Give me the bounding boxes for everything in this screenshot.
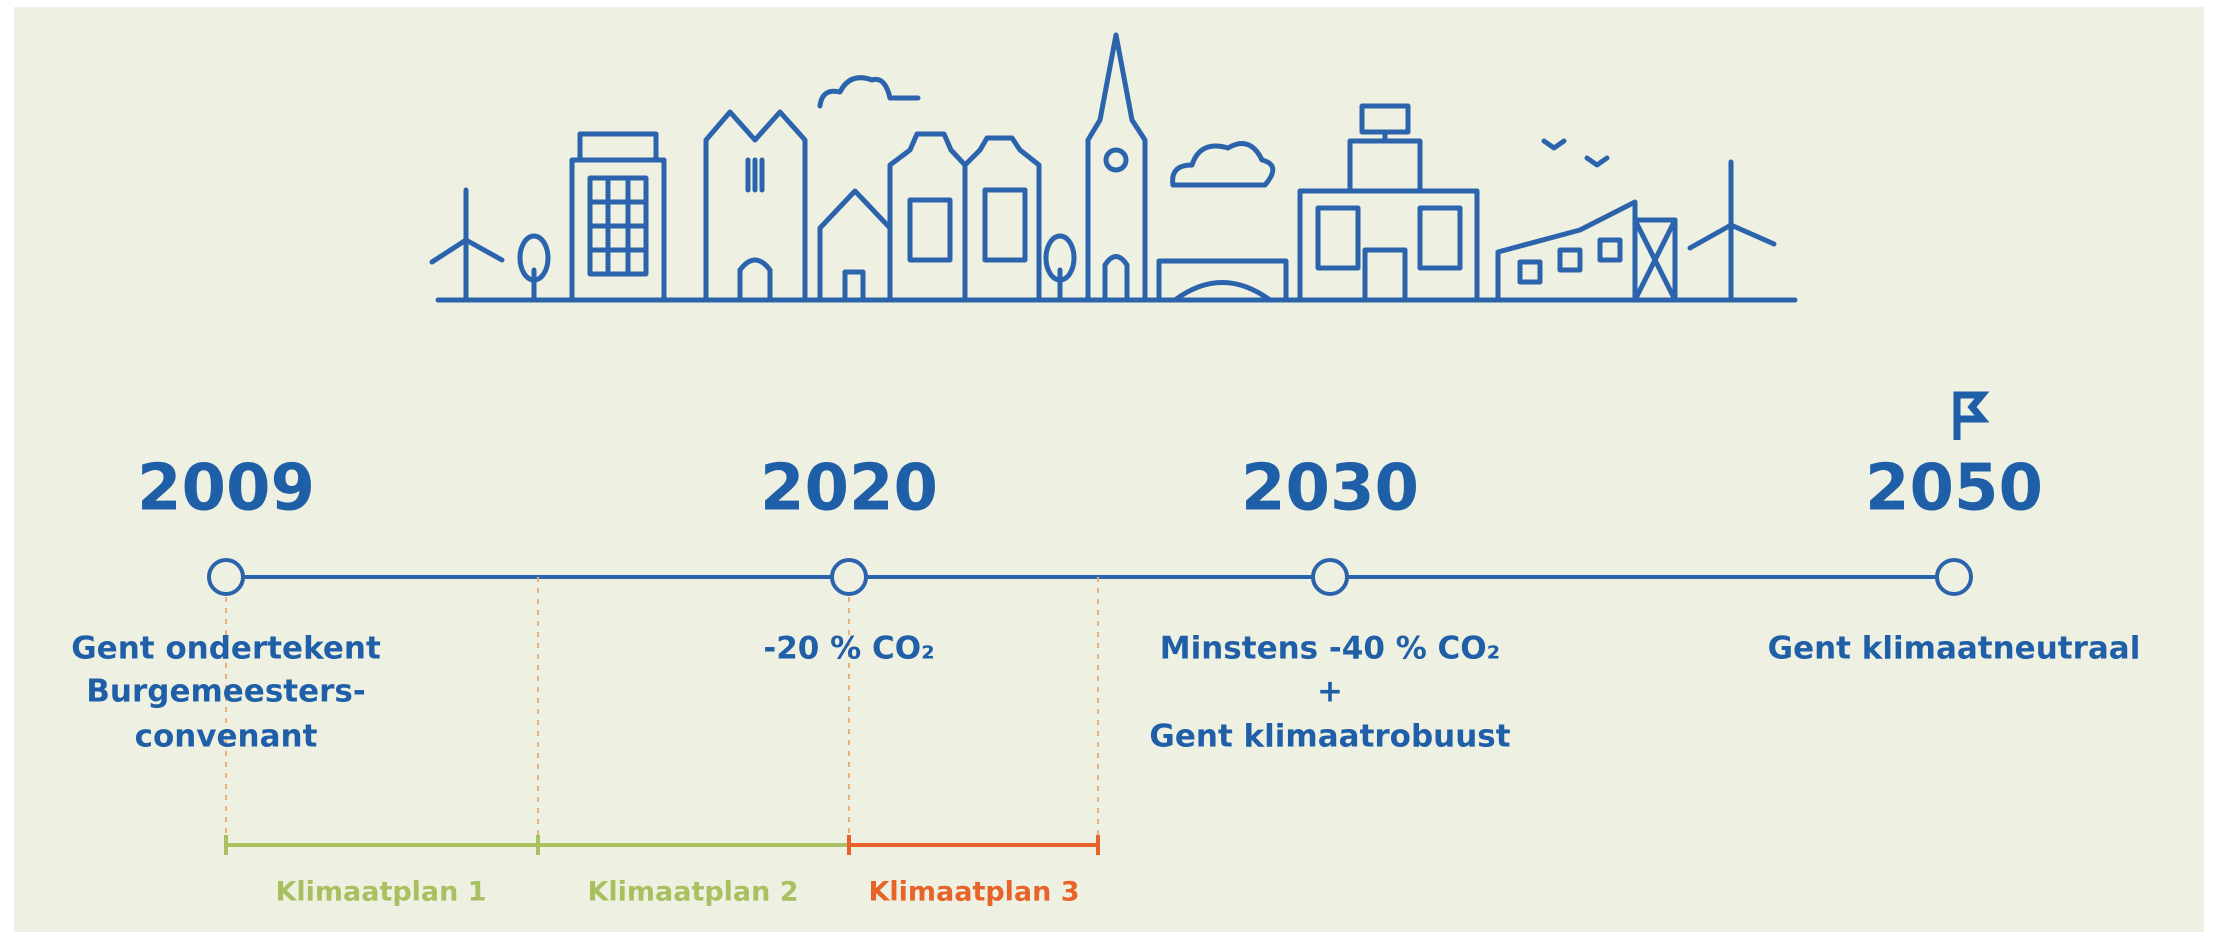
page: 2009 Gent ondertekent Burgemeesters- con… bbox=[0, 0, 2216, 936]
milestone-text: Gent klimaatrobuust bbox=[1149, 719, 1510, 755]
milestone-text: -20 % CO₂ bbox=[763, 631, 934, 667]
plan-label: Klimaatplan 2 bbox=[587, 877, 798, 908]
milestone-text: Burgemeesters- bbox=[86, 674, 365, 710]
year: 2020 bbox=[760, 452, 938, 526]
milestone-text: Minstens -40 % CO₂ bbox=[1160, 631, 1501, 667]
year: 2030 bbox=[1241, 452, 1419, 526]
milestone-text: + bbox=[1317, 674, 1343, 710]
plan-label: Klimaatplan 1 bbox=[275, 877, 486, 908]
diagram: 2009 Gent ondertekent Burgemeesters- con… bbox=[0, 0, 2216, 936]
year: 2009 bbox=[137, 452, 315, 526]
milestone-text: Gent klimaatneutraal bbox=[1768, 631, 2141, 667]
plan-label: Klimaatplan 3 bbox=[868, 877, 1079, 908]
year: 2050 bbox=[1865, 452, 2043, 526]
milestone-text: convenant bbox=[135, 719, 318, 755]
milestone-text: Gent ondertekent bbox=[71, 631, 381, 667]
